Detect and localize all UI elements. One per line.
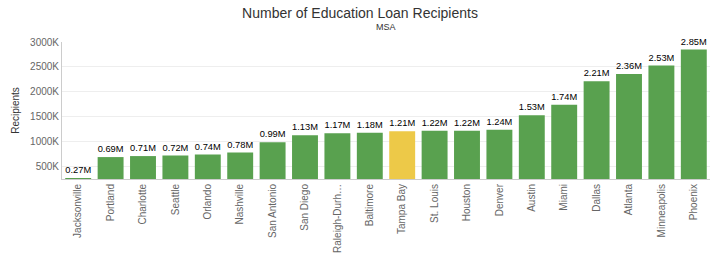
svg-text:Phoenix: Phoenix xyxy=(688,184,699,220)
svg-text:Baltimore: Baltimore xyxy=(364,184,375,227)
svg-text:Recipients: Recipients xyxy=(10,87,21,134)
svg-text:Atlanta: Atlanta xyxy=(623,184,634,216)
svg-text:2.53M: 2.53M xyxy=(648,53,674,63)
svg-text:2000K: 2000K xyxy=(30,86,59,97)
svg-text:St. Louis: St. Louis xyxy=(429,184,440,223)
svg-text:1.13M: 1.13M xyxy=(292,122,318,132)
svg-text:2.21M: 2.21M xyxy=(584,68,610,78)
svg-text:San Diego: San Diego xyxy=(299,184,310,231)
svg-text:1.22M: 1.22M xyxy=(422,118,448,128)
svg-text:1.18M: 1.18M xyxy=(357,120,383,130)
svg-text:San Antonio: San Antonio xyxy=(267,184,278,238)
svg-text:1500K: 1500K xyxy=(30,111,59,122)
svg-text:0.99M: 0.99M xyxy=(260,129,286,139)
svg-text:1.74M: 1.74M xyxy=(551,92,577,102)
svg-text:Number of Education Loan Recip: Number of Education Loan Recipients xyxy=(242,5,478,21)
svg-text:3000K: 3000K xyxy=(30,37,59,48)
svg-text:MSA: MSA xyxy=(376,22,396,32)
svg-text:1.22M: 1.22M xyxy=(454,118,480,128)
svg-text:Houston: Houston xyxy=(461,184,472,221)
svg-text:0.71M: 0.71M xyxy=(130,143,156,153)
svg-text:0.74M: 0.74M xyxy=(195,142,221,152)
svg-text:1.17M: 1.17M xyxy=(324,120,350,130)
svg-text:Dallas: Dallas xyxy=(591,184,602,212)
svg-text:Denver: Denver xyxy=(494,183,505,216)
svg-text:Jacksonville: Jacksonville xyxy=(72,184,83,238)
svg-text:1.53M: 1.53M xyxy=(519,102,545,112)
svg-text:500K: 500K xyxy=(36,161,60,172)
svg-text:2.36M: 2.36M xyxy=(616,61,642,71)
svg-text:0.27M: 0.27M xyxy=(65,165,91,175)
svg-text:1000K: 1000K xyxy=(30,136,59,147)
svg-text:Austin: Austin xyxy=(526,184,537,212)
svg-text:2.85M: 2.85M xyxy=(681,37,707,47)
svg-text:Charlotte: Charlotte xyxy=(137,184,148,225)
svg-text:0.72M: 0.72M xyxy=(162,143,188,153)
svg-text:Nashville: Nashville xyxy=(234,184,245,225)
svg-text:Raleigh-Durh…: Raleigh-Durh… xyxy=(332,184,343,253)
svg-text:Tampa Bay: Tampa Bay xyxy=(396,184,407,234)
svg-text:Miami: Miami xyxy=(558,184,569,211)
svg-text:1.24M: 1.24M xyxy=(486,117,512,127)
svg-text:1.21M: 1.21M xyxy=(389,118,415,128)
svg-text:Seattle: Seattle xyxy=(170,184,181,216)
svg-text:0.78M: 0.78M xyxy=(227,140,253,150)
svg-text:0.69M: 0.69M xyxy=(98,144,124,154)
svg-text:Portland: Portland xyxy=(105,184,116,221)
svg-text:Minneapolis: Minneapolis xyxy=(656,184,667,237)
svg-text:Orlando: Orlando xyxy=(202,184,213,220)
svg-text:2500K: 2500K xyxy=(30,61,59,72)
